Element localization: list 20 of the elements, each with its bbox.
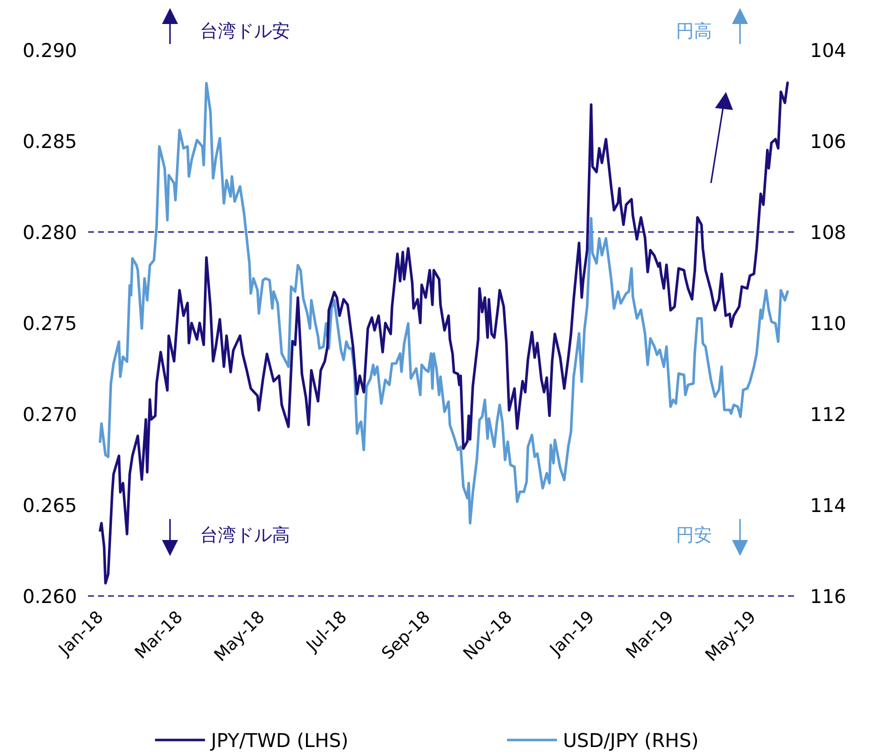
y-tick-label: 0.265 (22, 495, 77, 517)
text: 円高 (676, 21, 712, 42)
y2-tick-label: 112 (810, 404, 846, 426)
y2-tick-label: 116 (810, 586, 846, 608)
legend-label: USD/JPY (RHS) (563, 730, 699, 752)
y-tick-label: 0.270 (22, 404, 77, 426)
y2-tick-label: 114 (810, 495, 846, 517)
text: 台湾ドル安 (200, 21, 290, 42)
y2-tick-label: 108 (810, 222, 846, 244)
y2-tick-label: 106 (810, 131, 846, 153)
y-tick-label: 0.290 (22, 40, 77, 62)
y2-tick-label: 104 (810, 40, 846, 62)
y-tick-label: 0.285 (22, 131, 77, 153)
y2-tick-label: 110 (810, 313, 846, 335)
annotation: 台湾ドル高 (200, 525, 290, 546)
y-tick-label: 0.275 (22, 313, 77, 335)
annotation: 円安 (676, 525, 712, 546)
y-tick-label: 0.280 (22, 222, 77, 244)
legend-label: JPY/TWD (LHS) (210, 730, 348, 752)
y-tick-label: 0.260 (22, 586, 77, 608)
